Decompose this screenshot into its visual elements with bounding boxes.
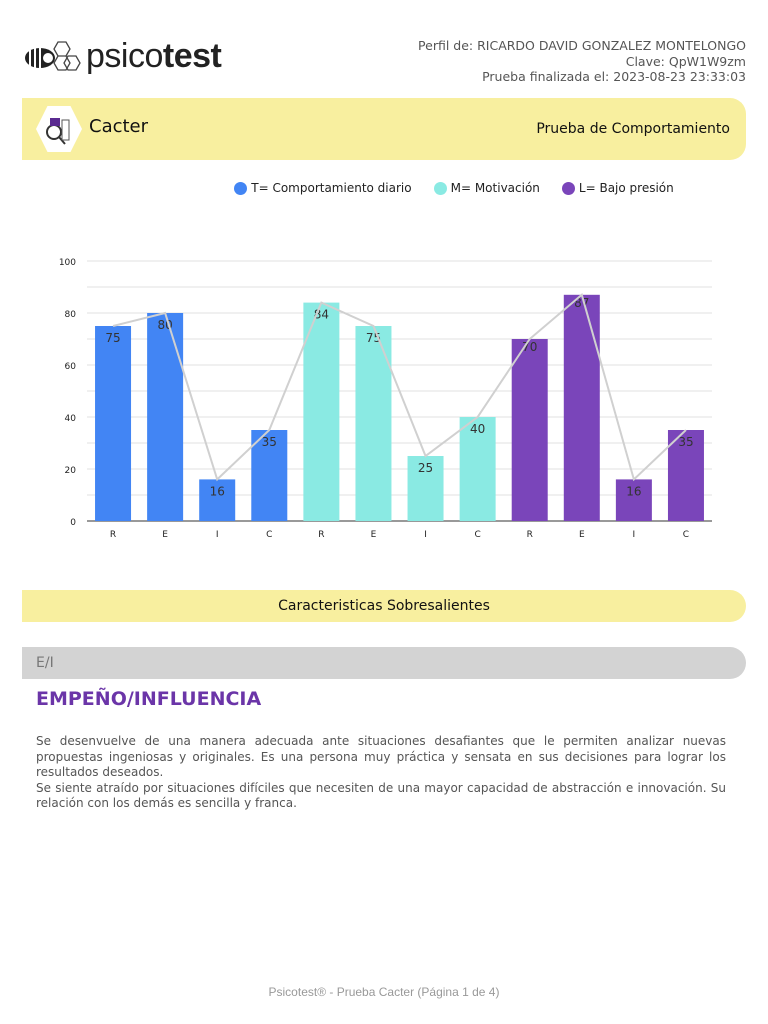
trend-line: [112, 293, 687, 482]
y-tick-label: 80: [65, 310, 77, 320]
y-tick-label: 60: [65, 362, 77, 372]
x-tick-label: R: [318, 530, 324, 540]
bar-chart: 02040608010075R80E16I35C84R75E25I40C70R8…: [59, 258, 712, 540]
data-label: 35: [678, 435, 693, 449]
data-label: 16: [626, 484, 641, 498]
bar: [251, 430, 288, 521]
x-tick-label: E: [579, 530, 585, 540]
chart-legend: T= Comportamiento diario M= Motivación L…: [0, 181, 768, 195]
bar: [459, 417, 496, 521]
legend-dot-icon: [234, 181, 248, 195]
data-label: 75: [105, 331, 120, 345]
y-tick-label: 20: [65, 466, 77, 476]
psicotest-logo: psicotest: [22, 36, 222, 76]
x-tick-label: C: [266, 530, 272, 540]
x-tick-label: I: [216, 530, 219, 540]
bar: [199, 479, 236, 521]
x-tick-label: I: [633, 530, 636, 540]
data-label: 40: [470, 422, 485, 436]
paragraph: Se desenvuelve de una manera adecuada an…: [36, 734, 726, 779]
bee-hexagon-icon: [25, 41, 81, 71]
y-tick-label: 0: [70, 518, 76, 528]
legend-dot-icon: [433, 181, 447, 195]
logo-text-bold: test: [162, 36, 222, 75]
legend-item: L= Bajo presión: [561, 181, 674, 195]
legend-label: L= Bajo presión: [578, 181, 674, 195]
x-tick-label: C: [474, 530, 480, 540]
profile-info: Perfil de: RICARDO DAVID GONZALEZ MONTEL…: [418, 38, 746, 85]
x-tick-label: R: [527, 530, 533, 540]
x-tick-label: E: [371, 530, 377, 540]
data-label: 16: [210, 484, 225, 498]
legend-label: M= Motivación: [450, 181, 540, 195]
data-label: 35: [262, 435, 277, 449]
profile-key: Clave: QpW1W9zm: [625, 53, 746, 69]
bar: [563, 294, 600, 521]
test-header: Cacter Prueba de Comportamiento: [22, 98, 746, 160]
x-tick-label: R: [110, 530, 116, 540]
legend-item: T= Comportamiento diario: [234, 181, 412, 195]
section-title: EMPEÑO/INFLUENCIA: [36, 688, 262, 710]
y-tick-label: 40: [65, 414, 77, 424]
bar: [511, 339, 548, 521]
x-tick-label: I: [424, 530, 427, 540]
bar: [147, 313, 184, 521]
paragraph: Se siente atraído por situaciones difíci…: [36, 780, 726, 811]
bar: [407, 456, 444, 521]
y-tick-label: 100: [59, 258, 76, 268]
page-footer: Psicotest® - Prueba Cacter (Página 1 de …: [268, 985, 500, 999]
bar: [615, 479, 652, 521]
test-title: Cacter: [89, 116, 149, 137]
finish-date: Prueba finalizada el: 2023-08-23 23:33:0…: [482, 69, 746, 84]
test-icon: [36, 106, 82, 152]
x-tick-label: E: [162, 530, 168, 540]
profile-name: Perfil de: RICARDO DAVID GONZALEZ MONTEL…: [418, 38, 746, 53]
bar: [95, 326, 132, 521]
data-label: 25: [418, 461, 433, 475]
bar: [303, 302, 340, 521]
x-tick-label: C: [683, 530, 689, 540]
test-subtitle: Prueba de Comportamiento: [536, 121, 730, 137]
section-body: Se desenvuelve de una manera adecuada an…: [36, 734, 726, 812]
logo-text: psico: [86, 36, 163, 75]
features-title: Caracteristicas Sobresalientes: [22, 590, 746, 622]
legend-item: M= Motivación: [433, 181, 540, 195]
bar: [667, 430, 704, 521]
legend-label: T= Comportamiento diario: [251, 181, 412, 195]
section-code: E/I: [22, 647, 746, 679]
legend-dot-icon: [561, 181, 575, 195]
